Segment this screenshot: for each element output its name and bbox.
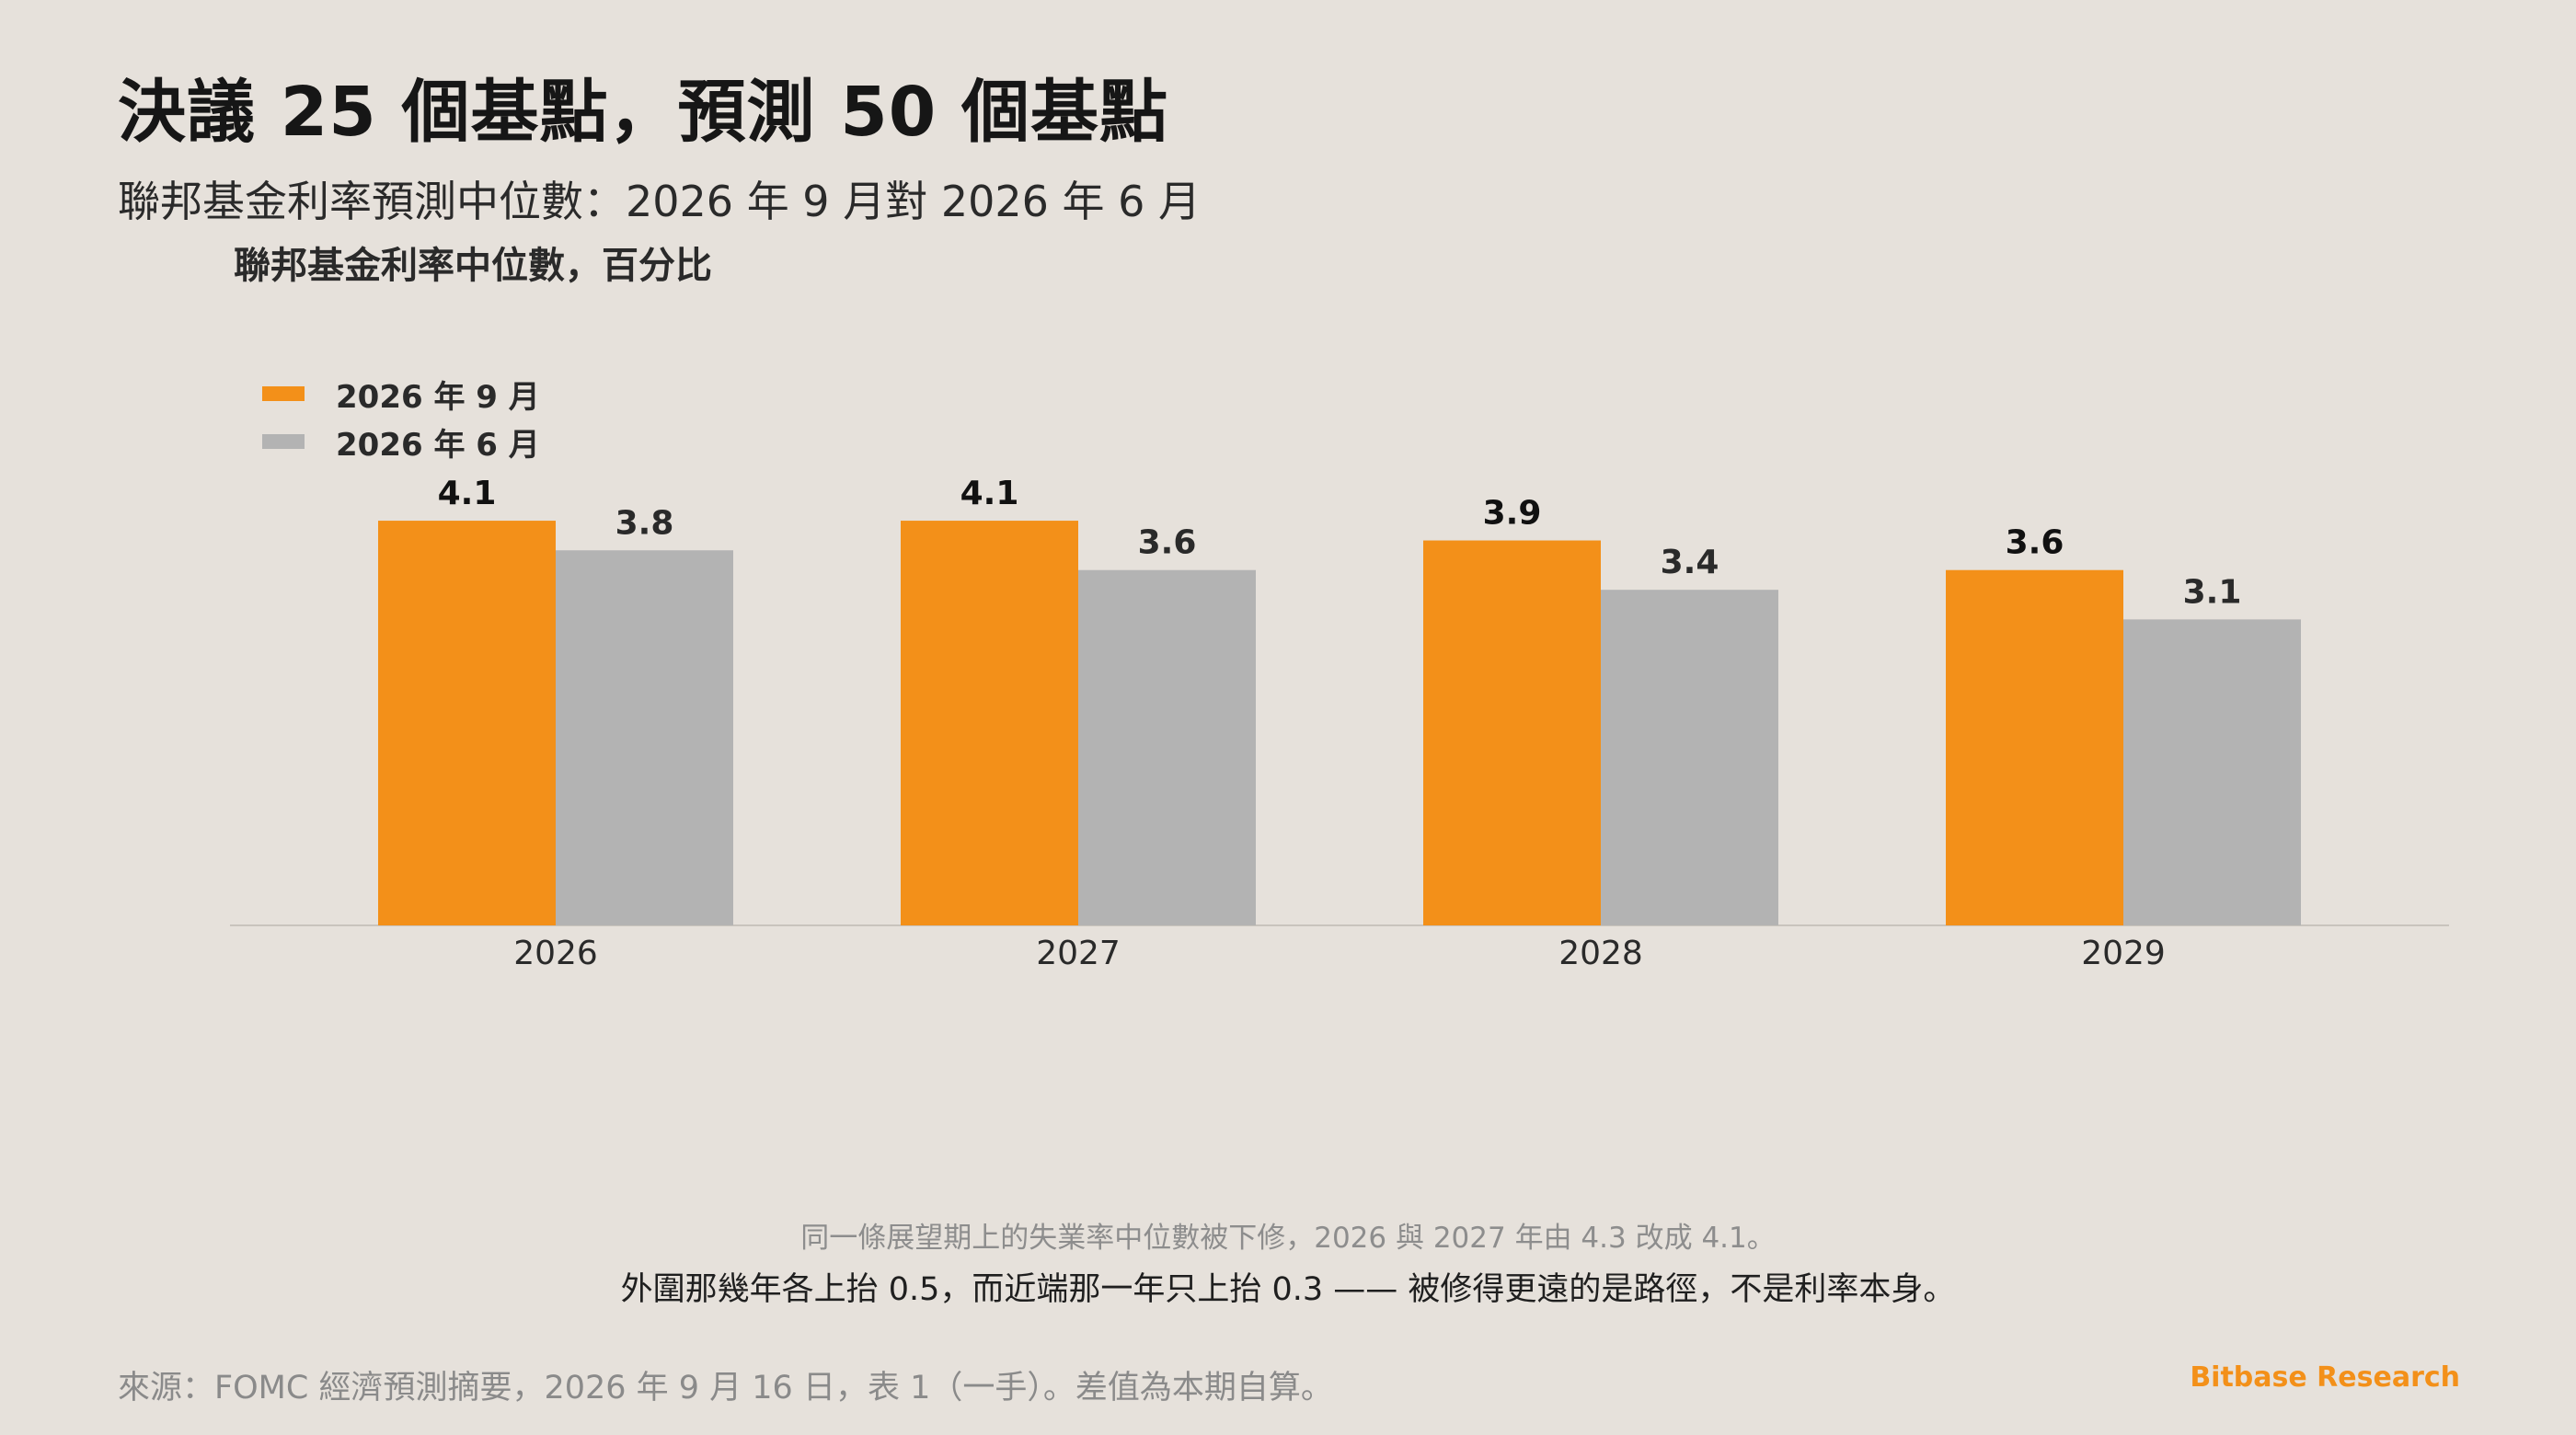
data-label-2026-jun: 3.8 [615,504,674,542]
bar-2027-jun [1078,569,1256,925]
chart-title: 決議 25 個基點，預測 50 個基點 [118,73,1169,152]
source-note: 來源：FOMC 經濟預測摘要，2026 年 9 月 16 日，表 1（一手）。差… [118,1370,1333,1406]
legend-label-sep: 2026 年 9 月 [336,378,540,416]
legend-swatch-sep [262,386,305,401]
x-tick-label-2029: 2029 [2081,935,2166,972]
data-label-2029-sep: 3.6 [2006,524,2064,562]
brand-label: Bitbase Research [2190,1361,2460,1394]
footnote-line-2: 外圍那幾年各上抬 0.5，而近端那一年只上抬 0.3 —— 被修得更遠的是路徑，… [620,1271,1956,1308]
bar-2028-jun [1601,590,1778,925]
chart-subtitle: 聯邦基金利率預測中位數：2026 年 9 月對 2026 年 6 月 [118,177,1202,226]
bar-2028-sep [1423,540,1601,925]
x-tick-label-2026: 2026 [513,935,598,972]
data-label-2027-sep: 4.1 [960,475,1019,512]
data-label-2026-sep: 4.1 [438,475,497,512]
legend-item-jun: 2026 年 6 月 [262,418,540,465]
bar-2027-sep [901,521,1078,925]
bar-2026-sep [378,521,556,925]
data-label-2028-sep: 3.9 [1483,495,1542,533]
legend-swatch-jun [262,434,305,449]
data-label-2029-jun: 3.1 [2183,573,2242,611]
legend: 2026 年 9 月 2026 年 6 月 [262,370,540,465]
y-axis-label: 聯邦基金利率中位數，百分比 [234,245,712,287]
footnote-line-1: 同一條展望期上的失業率中位數被下修，2026 與 2027 年由 4.3 改成 … [800,1222,1776,1255]
x-tick-label-2027: 2027 [1036,935,1121,972]
bar-2029-sep [1946,569,2123,925]
x-tick-label-2028: 2028 [1558,935,1643,972]
bar-2029-jun [2123,619,2301,925]
legend-item-sep: 2026 年 9 月 [262,370,540,418]
bar-2026-jun [556,550,733,925]
data-label-2027-jun: 3.6 [1138,524,1197,562]
data-label-2028-jun: 3.4 [1661,544,1719,581]
legend-label-jun: 2026 年 6 月 [336,426,540,464]
